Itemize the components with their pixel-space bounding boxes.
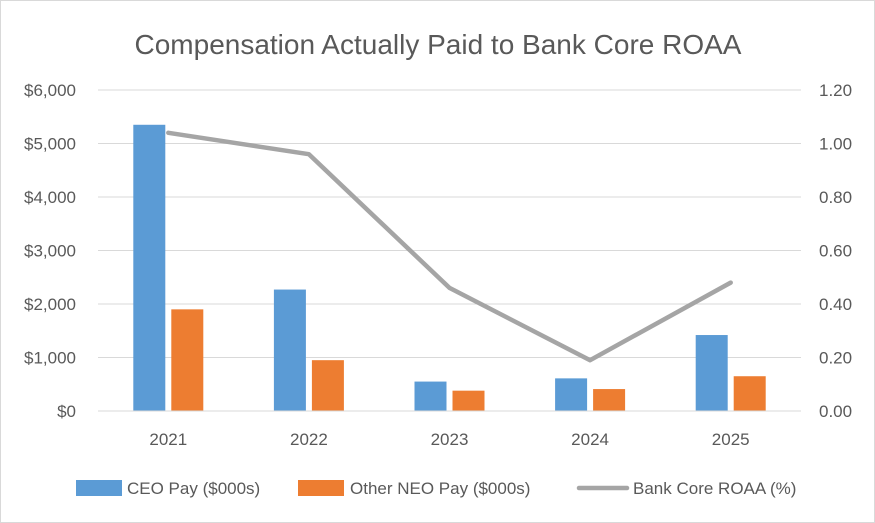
line-bank-core-roaa — [166, 130, 733, 363]
right-tick-label: 1.20 — [819, 81, 852, 100]
category-label: 2024 — [571, 430, 609, 449]
bar-ceo-pay-2021 — [133, 124, 166, 412]
bar-ceo-pay-2022 — [273, 289, 306, 411]
legend-label: CEO Pay ($000s) — [127, 479, 260, 498]
category-label: 2023 — [431, 430, 469, 449]
category-label: 2025 — [712, 430, 750, 449]
left-tick-label: $4,000 — [24, 188, 76, 207]
bar-other-neo-pay-2022 — [311, 360, 344, 411]
left-tick-label: $0 — [57, 402, 76, 421]
bar-ceo-pay-2024 — [555, 378, 588, 411]
left-axis-ticks: $0 $1,000 $2,000 $3,000 $4,000 $5,000 $6,000 — [24, 81, 76, 421]
right-tick-label: 0.60 — [819, 242, 852, 261]
line-series — [166, 130, 733, 363]
right-axis-ticks: 0.00 0.20 0.40 0.60 0.80 1.00 1.20 — [819, 81, 852, 421]
bar-other-neo-pay-2025 — [733, 376, 766, 411]
right-tick-label: 1.00 — [819, 135, 852, 154]
legend: CEO Pay ($000s) Other NEO Pay ($000s) Bank… — [76, 479, 796, 498]
right-tick-label: 0.20 — [819, 349, 852, 368]
chart-title: Compensation Actually Paid to Bank Core … — [135, 29, 742, 60]
left-tick-label: $6,000 — [24, 81, 76, 100]
category-label: 2022 — [290, 430, 328, 449]
left-tick-label: $5,000 — [24, 135, 76, 154]
legend-swatch — [298, 480, 344, 496]
bar-other-neo-pay-2021 — [171, 309, 204, 411]
gridlines — [98, 89, 801, 358]
bar-other-neo-pay-2024 — [593, 389, 626, 411]
left-tick-label: $1,000 — [24, 349, 76, 368]
category-labels: 2021 2022 2023 2024 2025 — [149, 430, 749, 449]
bar-ceo-pay-2023 — [414, 381, 447, 411]
legend-label: Other NEO Pay ($000s) — [350, 479, 530, 498]
left-tick-label: $3,000 — [24, 242, 76, 261]
right-tick-label: 0.40 — [819, 295, 852, 314]
legend-label: Bank Core ROAA (%) — [633, 479, 796, 498]
right-tick-label: 0.80 — [819, 188, 852, 207]
left-tick-label: $2,000 — [24, 295, 76, 314]
legend-swatch — [76, 480, 122, 496]
bar-other-neo-pay-2023 — [452, 390, 485, 411]
right-tick-label: 0.00 — [819, 402, 852, 421]
category-label: 2021 — [149, 430, 187, 449]
bar-ceo-pay-2025 — [695, 335, 728, 411]
bar-series — [133, 124, 766, 412]
